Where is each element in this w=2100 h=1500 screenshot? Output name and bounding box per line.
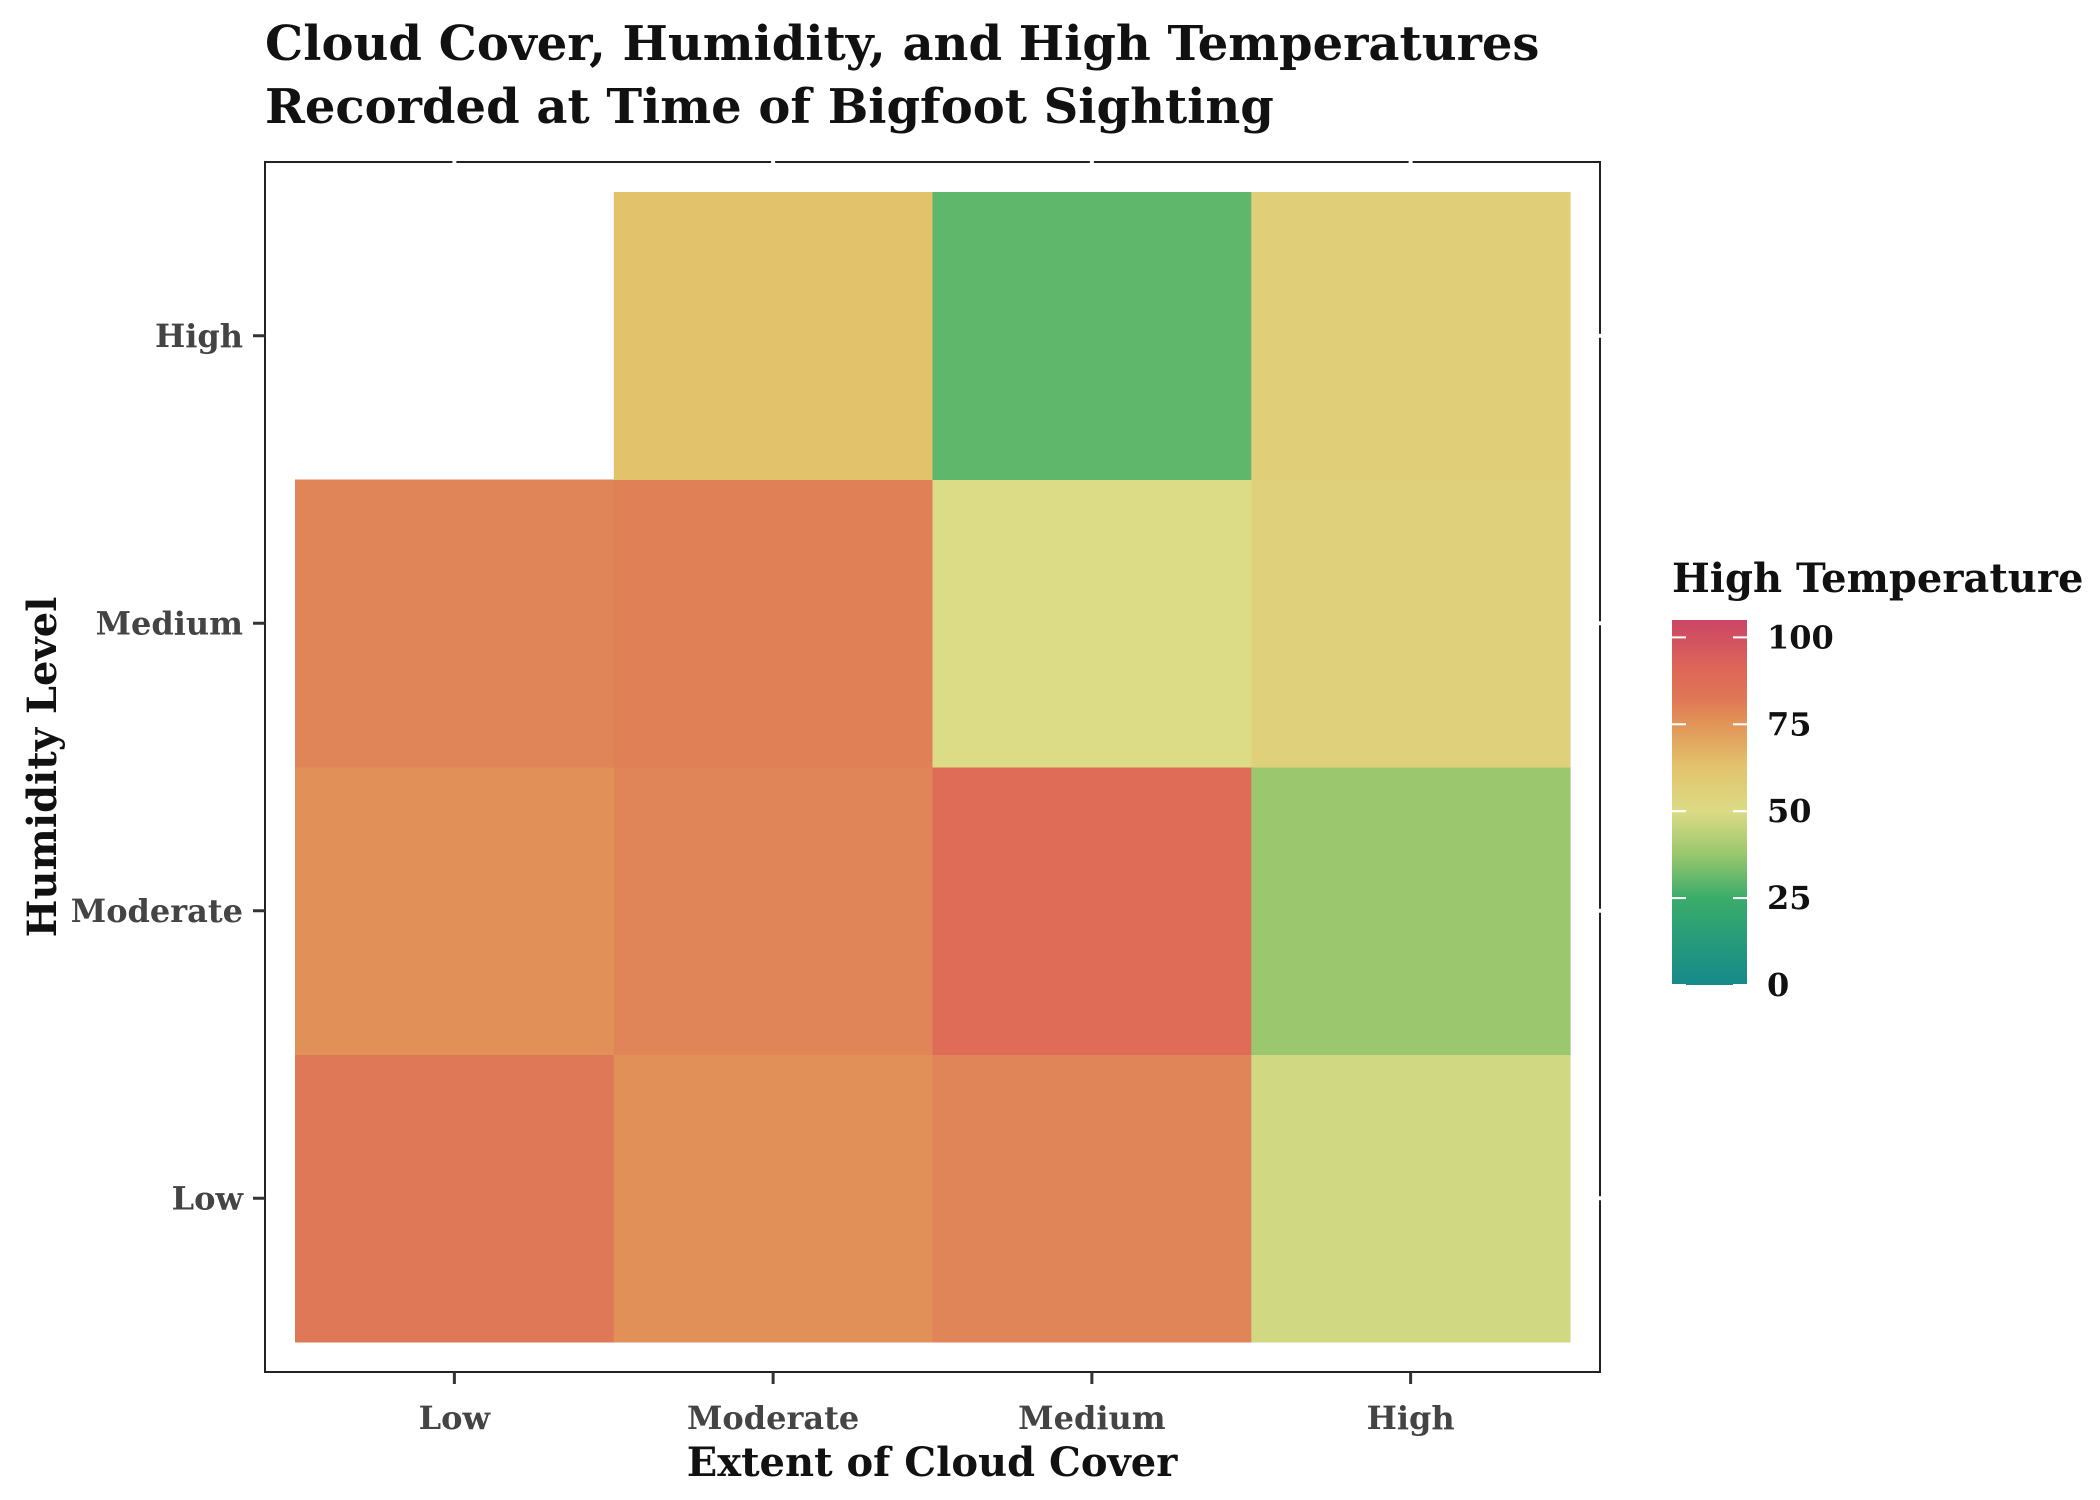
legend-tick-label: 0 [1767,966,1789,1004]
heatmap-cell-low-low [295,1054,615,1343]
heatmap-cell-low-medium [295,479,615,768]
legend-color-bar [1672,620,1747,985]
plot-panel-border [264,161,1601,1373]
heatmap-cells [295,192,1571,1343]
heatmap-cell-high-low [1251,1054,1571,1343]
heatmap-cell-medium-medium [932,479,1252,768]
legend-title: High Temperature [1672,555,2083,602]
heatmap-cell-moderate-medium [613,479,934,768]
heatmap-cell-moderate-high [613,192,934,480]
x-tick-label: Low [419,1399,492,1437]
heatmap-cell-medium-low [932,1054,1252,1343]
legend-ticks: 0 25 50 75 100 [1672,618,1834,1004]
y-axis-title: Humidity Level [19,597,66,938]
y-axis-ticks: Low Moderate Medium High [71,317,265,1217]
x-tick-label: High [1367,1399,1455,1437]
heatmap-cell-medium-moderate [932,767,1252,1055]
legend-tick-label: 25 [1767,879,1812,917]
chart-title-line-2: Recorded at Time of Bigfoot Sighting [265,79,1274,135]
y-tick-label: Medium [96,604,244,642]
x-axis-title: Extent of Cloud Cover [687,1439,1178,1486]
heatmap-cell-high-medium [1251,479,1571,768]
legend-tick-label: 100 [1767,618,1834,656]
heatmap-cell-low-moderate [295,767,615,1055]
heatmap-cell-moderate-low [613,1054,934,1343]
heatmap-cell-moderate-moderate [613,767,934,1055]
x-axis-ticks: Low Moderate Medium High [419,1372,1455,1437]
heatmap-cell-high-high [1251,192,1571,480]
color-legend: High Temperature 0 25 50 75 100 [1672,555,2083,1004]
panel-tick-marks [452,161,1601,1201]
y-tick-label: Moderate [71,892,243,930]
x-tick-label: Moderate [687,1399,859,1437]
y-tick-label: Low [172,1179,245,1217]
y-tick-label: High [155,317,243,355]
x-tick-label: Medium [1018,1399,1166,1437]
legend-tick-label: 75 [1767,705,1812,743]
heatmap-cell-high-moderate [1251,767,1571,1055]
chart-title-line-1: Cloud Cover, Humidity, and High Temperat… [265,16,1539,72]
heatmap-cell-medium-high [932,192,1252,480]
legend-tick-label: 50 [1767,792,1812,830]
